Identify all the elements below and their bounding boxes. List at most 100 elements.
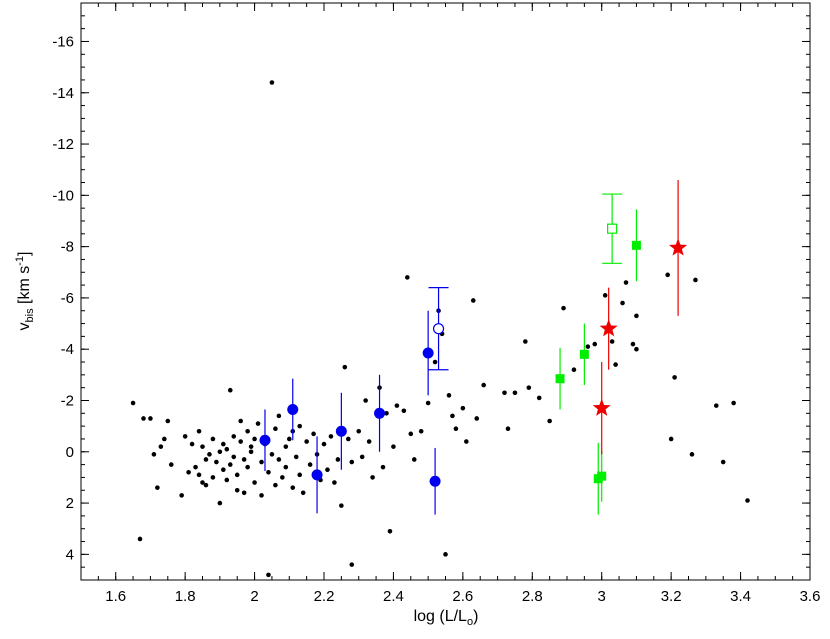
data-point bbox=[252, 480, 257, 485]
data-point bbox=[248, 449, 254, 455]
y-tick-label: 2 bbox=[66, 495, 74, 512]
data-point bbox=[217, 449, 223, 455]
data-point bbox=[363, 398, 368, 403]
data-point bbox=[613, 362, 618, 367]
data-point bbox=[148, 416, 153, 421]
data-point bbox=[384, 411, 389, 416]
data-point bbox=[349, 562, 355, 567]
data-point bbox=[245, 464, 250, 470]
data-point bbox=[290, 485, 296, 490]
data-point bbox=[387, 528, 393, 534]
data-point bbox=[332, 480, 337, 485]
blue-filled-circle bbox=[259, 434, 271, 446]
data-point bbox=[401, 408, 407, 414]
data-point bbox=[293, 454, 299, 460]
data-point bbox=[602, 293, 608, 298]
data-point bbox=[408, 431, 414, 437]
plot-frame bbox=[80, 2, 811, 581]
data-point bbox=[450, 413, 455, 419]
data-point bbox=[151, 452, 157, 457]
data-point bbox=[283, 464, 289, 470]
data-point bbox=[259, 459, 264, 465]
data-point bbox=[342, 364, 348, 370]
data-point bbox=[186, 469, 191, 475]
data-point bbox=[304, 439, 309, 444]
data-point bbox=[547, 418, 552, 424]
x-tick-label: 3.4 bbox=[730, 588, 751, 605]
data-point bbox=[380, 464, 386, 470]
data-point bbox=[307, 462, 313, 467]
x-tick-label: 3.2 bbox=[661, 588, 682, 605]
data-point bbox=[346, 436, 351, 442]
data-point bbox=[297, 472, 303, 478]
data-point bbox=[234, 472, 240, 478]
data-point bbox=[665, 272, 670, 278]
data-point bbox=[259, 493, 264, 498]
data-point bbox=[526, 385, 532, 390]
blue-filled-circle bbox=[287, 403, 299, 415]
data-point bbox=[356, 428, 362, 434]
data-point bbox=[238, 418, 243, 424]
data-point bbox=[335, 457, 341, 462]
x-tick-label: 2.6 bbox=[452, 588, 473, 605]
data-point bbox=[630, 341, 636, 347]
data-point bbox=[713, 403, 719, 408]
data-point bbox=[634, 346, 639, 352]
data-point bbox=[248, 444, 254, 449]
data-point bbox=[189, 441, 195, 447]
y-axis-label: vbis [km s-1] bbox=[14, 252, 36, 331]
data-point bbox=[221, 441, 226, 447]
data-point bbox=[609, 339, 615, 344]
data-point bbox=[283, 444, 289, 449]
data-point bbox=[266, 572, 271, 578]
data-point bbox=[453, 426, 459, 431]
data-point bbox=[297, 423, 303, 429]
data-point bbox=[196, 472, 202, 478]
green-filled-square bbox=[597, 471, 607, 481]
data-point bbox=[241, 457, 247, 462]
data-point bbox=[273, 426, 278, 431]
data-point bbox=[238, 439, 243, 444]
y-tick-label: -16 bbox=[52, 33, 74, 50]
data-point bbox=[165, 418, 171, 424]
y-tick-label: -8 bbox=[61, 239, 74, 256]
data-point bbox=[269, 80, 275, 85]
data-point bbox=[200, 480, 205, 485]
data-point bbox=[561, 305, 566, 311]
data-point bbox=[273, 482, 278, 488]
x-tick-label: 2.2 bbox=[314, 588, 335, 605]
data-point bbox=[231, 434, 237, 439]
data-point bbox=[245, 428, 250, 434]
data-point bbox=[405, 275, 410, 280]
data-point bbox=[217, 500, 223, 506]
data-point bbox=[536, 395, 542, 401]
green-open-square bbox=[607, 223, 618, 234]
data-point bbox=[325, 467, 330, 473]
blue-filled-circle bbox=[311, 469, 323, 481]
data-point bbox=[168, 462, 174, 467]
data-point bbox=[505, 426, 511, 431]
x-tick-label: 2 bbox=[250, 588, 258, 605]
y-tick-label: -6 bbox=[61, 290, 74, 307]
data-point bbox=[443, 552, 448, 557]
green-filled-square bbox=[631, 240, 641, 250]
x-tick-label: 2.8 bbox=[522, 588, 543, 605]
data-point bbox=[276, 457, 282, 462]
data-point bbox=[474, 416, 480, 421]
data-point bbox=[300, 490, 306, 496]
data-point bbox=[432, 359, 438, 365]
x-tick-label: 1.6 bbox=[105, 588, 126, 605]
y-tick-label: -12 bbox=[52, 136, 74, 153]
data-point bbox=[158, 444, 164, 449]
data-point bbox=[620, 300, 625, 306]
data-point bbox=[349, 459, 355, 465]
data-point bbox=[672, 375, 677, 380]
data-point bbox=[502, 390, 507, 396]
data-point bbox=[196, 428, 202, 434]
data-point bbox=[269, 452, 275, 457]
data-point bbox=[130, 400, 136, 406]
data-point bbox=[137, 536, 143, 542]
x-axis-label: log (L/Lo) bbox=[414, 608, 479, 628]
data-point bbox=[359, 454, 365, 460]
